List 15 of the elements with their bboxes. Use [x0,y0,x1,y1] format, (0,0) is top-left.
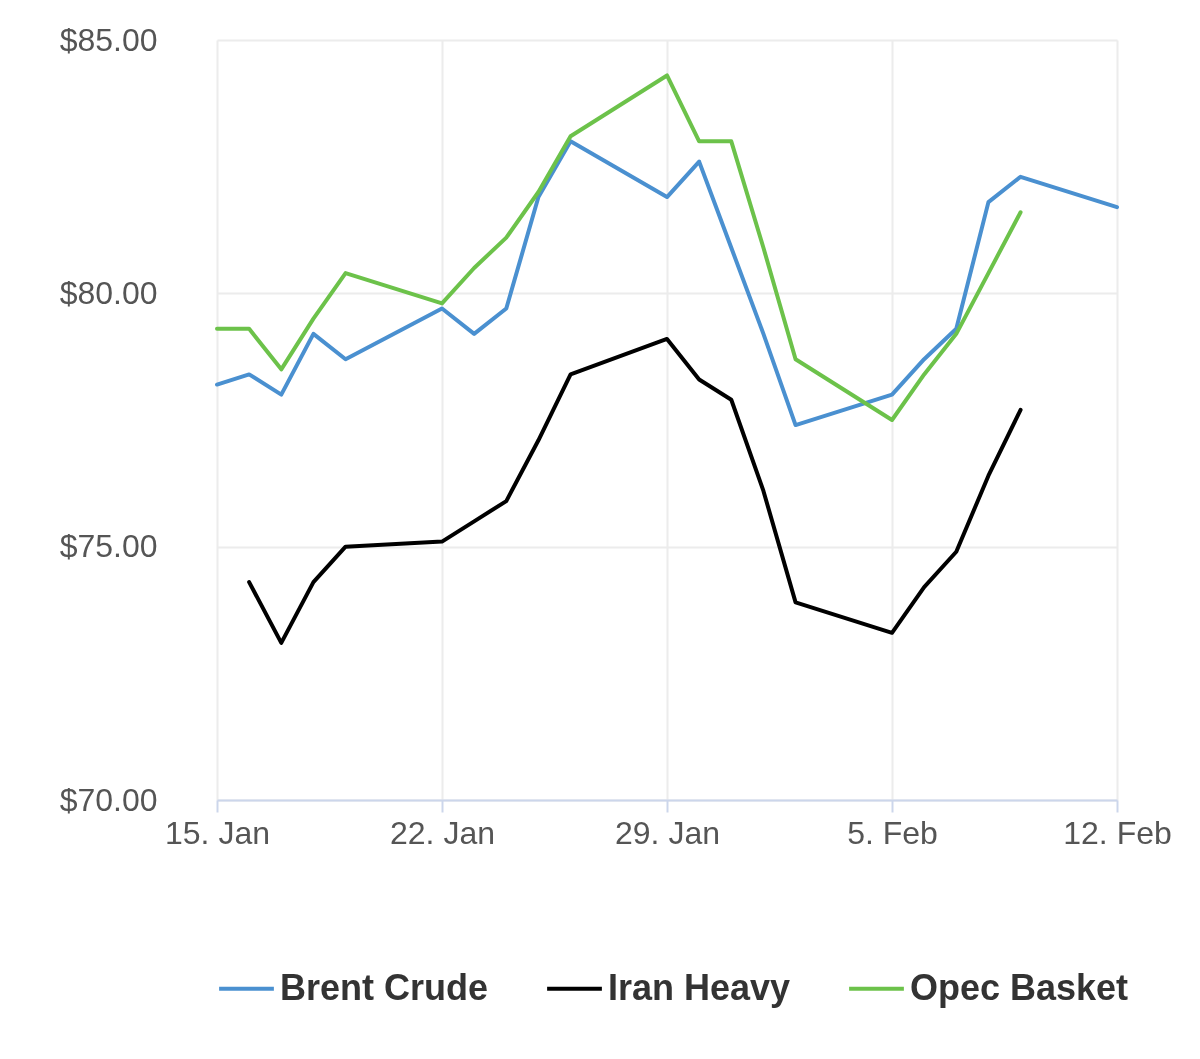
legend-label: Opec Basket [910,966,1129,1008]
x-tick-label: 22. Jan [390,814,495,851]
line-series [247,336,1023,645]
x-tick-label: 12. Feb [1063,814,1172,851]
x-tick-label: 5. Feb [847,814,938,851]
y-tick-label: $80.00 [59,274,158,311]
legend-label: Iran Heavy [608,966,791,1008]
x-tick-label: 29. Jan [615,814,720,851]
line-series [215,139,1119,428]
line-series [215,73,1023,422]
y-tick-label: $75.00 [59,528,158,565]
x-tick-label: 15. Jan [165,814,270,851]
y-tick-label: $70.00 [59,781,158,818]
legend-label: Brent Crude [280,966,489,1008]
y-tick-label: $85.00 [59,21,158,58]
